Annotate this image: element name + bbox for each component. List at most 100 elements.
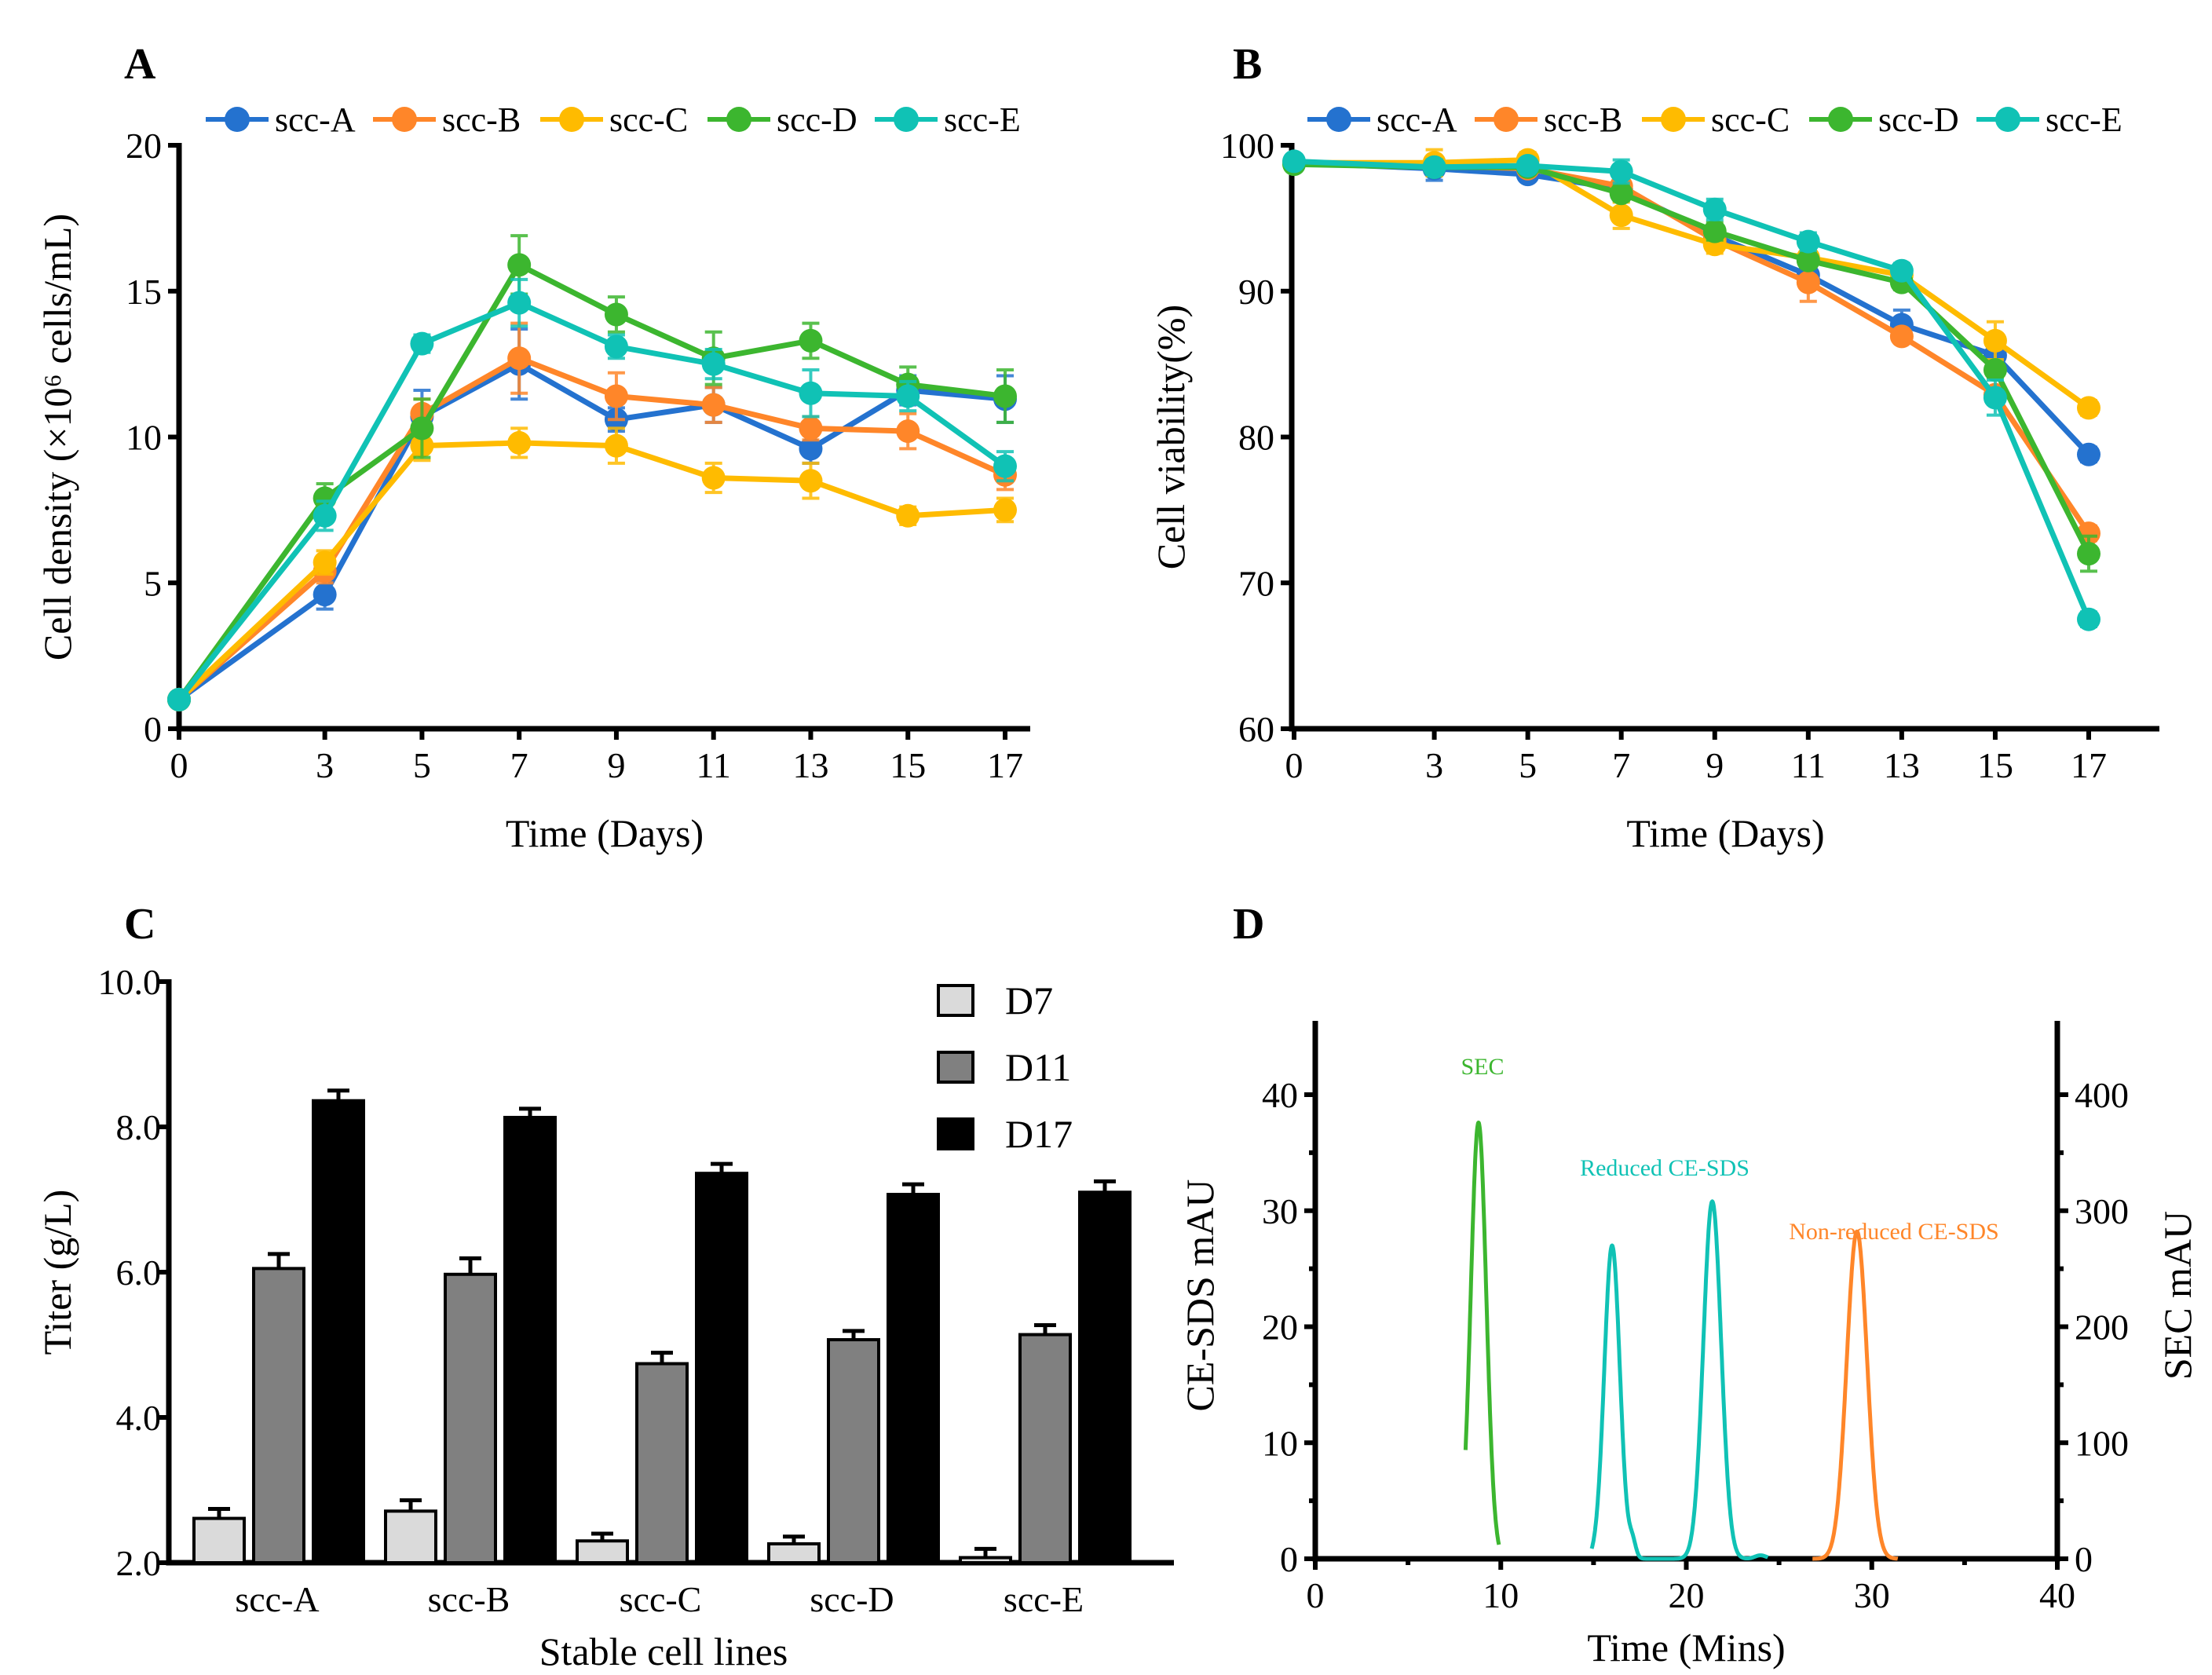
bar-d7: [767, 1542, 821, 1564]
y-tick-label: 0: [1280, 1539, 1298, 1579]
legend-item: scc-C: [540, 101, 688, 139]
series-line: [177, 300, 1007, 702]
bar-d11: [1018, 1333, 1072, 1565]
x-axis-label: Time (Mins): [1587, 1626, 1785, 1670]
legend-marker: [1326, 107, 1351, 132]
data-point: [2077, 542, 2100, 566]
y-right-axis-label: SEC mAU: [2155, 1211, 2199, 1380]
x-tick-label: 17: [2071, 745, 2107, 785]
legend-swatch: [937, 1051, 974, 1084]
data-point: [1796, 229, 1820, 254]
x-tick-label: 10: [1483, 1575, 1519, 1615]
legend-item: scc-D: [707, 101, 857, 139]
series-scc-b: [167, 321, 1017, 711]
error-bar: [902, 1182, 924, 1195]
x-tick-label: 3: [1425, 745, 1443, 785]
data-point: [604, 302, 628, 327]
data-point: [167, 687, 191, 711]
y-axis-label: Cell density (×10⁶ cells/mL): [35, 214, 79, 660]
y-tick-label: 2.0: [116, 1543, 162, 1583]
x-tick-label: scc-B: [428, 1579, 510, 1619]
legend-marker: [1661, 107, 1686, 132]
panel-label-d: D: [1233, 900, 1264, 949]
x-axis-label: Stable cell lines: [539, 1629, 788, 1673]
y-tick-label: 90: [1238, 272, 1274, 312]
x-tick-label: 5: [1519, 745, 1537, 785]
data-point: [2077, 442, 2100, 466]
series-scc-e: [1282, 149, 2100, 631]
x-tick-label: 0: [170, 745, 188, 785]
data-point: [993, 454, 1017, 478]
data-point: [799, 416, 823, 441]
data-point: [1422, 155, 1446, 179]
legend-label: scc-C: [609, 101, 688, 139]
x-tick-label: 15: [890, 745, 926, 785]
x-tick-label: 0: [1285, 745, 1303, 785]
series-scc-c: [167, 426, 1017, 711]
x-tick-label: 20: [1669, 1575, 1705, 1615]
trace-label: Non-reduced CE-SDS: [1789, 1219, 1998, 1245]
y-tick-label: 40: [1262, 1075, 1298, 1115]
x-tick-label: 30: [1854, 1575, 1890, 1615]
y-axis-label: Titer (g/L): [35, 1190, 79, 1355]
data-point: [701, 393, 726, 417]
data-point: [799, 381, 823, 405]
error-bar: [843, 1329, 865, 1340]
legend-item: scc-A: [1307, 101, 1457, 139]
data-point: [604, 433, 628, 458]
series-scc-d: [167, 234, 1017, 711]
panel-label-b: B: [1233, 40, 1262, 89]
data-point: [799, 328, 823, 353]
data-point: [701, 352, 726, 376]
y-right-tick-label: 100: [2075, 1423, 2129, 1463]
data-point: [1282, 149, 1306, 174]
legend-marker: [1828, 107, 1853, 132]
data-point: [1609, 203, 1633, 228]
x-tick-label: 13: [792, 745, 828, 785]
data-point: [799, 469, 823, 493]
y-axis-label: Cell viability(%): [1149, 305, 1193, 569]
y-tick-label: 15: [126, 272, 162, 312]
x-tick-label: 7: [1612, 745, 1630, 785]
error-bar: [651, 1351, 673, 1364]
x-tick-label: 3: [316, 745, 334, 785]
x-axis-label: Time (Days): [1626, 811, 1824, 855]
x-tick-label: 11: [697, 745, 731, 785]
bar-d7: [959, 1556, 1012, 1565]
x-tick-label: 15: [1977, 745, 2013, 785]
data-point: [507, 346, 532, 371]
data-point: [410, 416, 434, 441]
data-point: [1796, 270, 1820, 294]
x-tick-label: scc-E: [1004, 1579, 1084, 1619]
legend-label: D11: [1005, 1045, 1071, 1089]
y-tick-label: 80: [1238, 418, 1274, 458]
data-point: [701, 466, 726, 490]
trace-label: Reduced CE-SDS: [1580, 1155, 1749, 1181]
data-point: [507, 253, 532, 277]
data-point: [896, 384, 920, 408]
bar-d17: [695, 1172, 748, 1564]
error-bar: [974, 1546, 996, 1558]
data-point: [507, 430, 532, 455]
data-point: [1515, 154, 1540, 178]
data-point: [1609, 181, 1633, 206]
y-right-tick-label: 300: [2075, 1191, 2129, 1231]
data-point: [1796, 248, 1820, 272]
chart-panel-a: 0 5 10 15 20 0 3 5 7 9 11 13 15 17 Time (Days) Cell den…: [35, 101, 1030, 855]
x-tick-label: 5: [413, 745, 431, 785]
data-point: [604, 384, 628, 408]
x-tick-label: 9: [1706, 745, 1724, 785]
y-tick-label: 70: [1238, 563, 1274, 603]
bar-d17: [503, 1115, 557, 1564]
data-point: [313, 583, 337, 607]
bar-d7: [384, 1509, 437, 1564]
legend-item: scc-E: [1976, 101, 2122, 139]
legend-item: scc-B: [373, 101, 521, 139]
y-tick-label: 60: [1238, 709, 1274, 749]
y-axis-label: CE-SDS mAU: [1178, 1179, 1222, 1412]
series-line: [1293, 159, 2091, 457]
x-tick-label: 40: [2039, 1575, 2075, 1615]
x-tick-label: 9: [607, 745, 625, 785]
bar-d11: [635, 1362, 689, 1565]
